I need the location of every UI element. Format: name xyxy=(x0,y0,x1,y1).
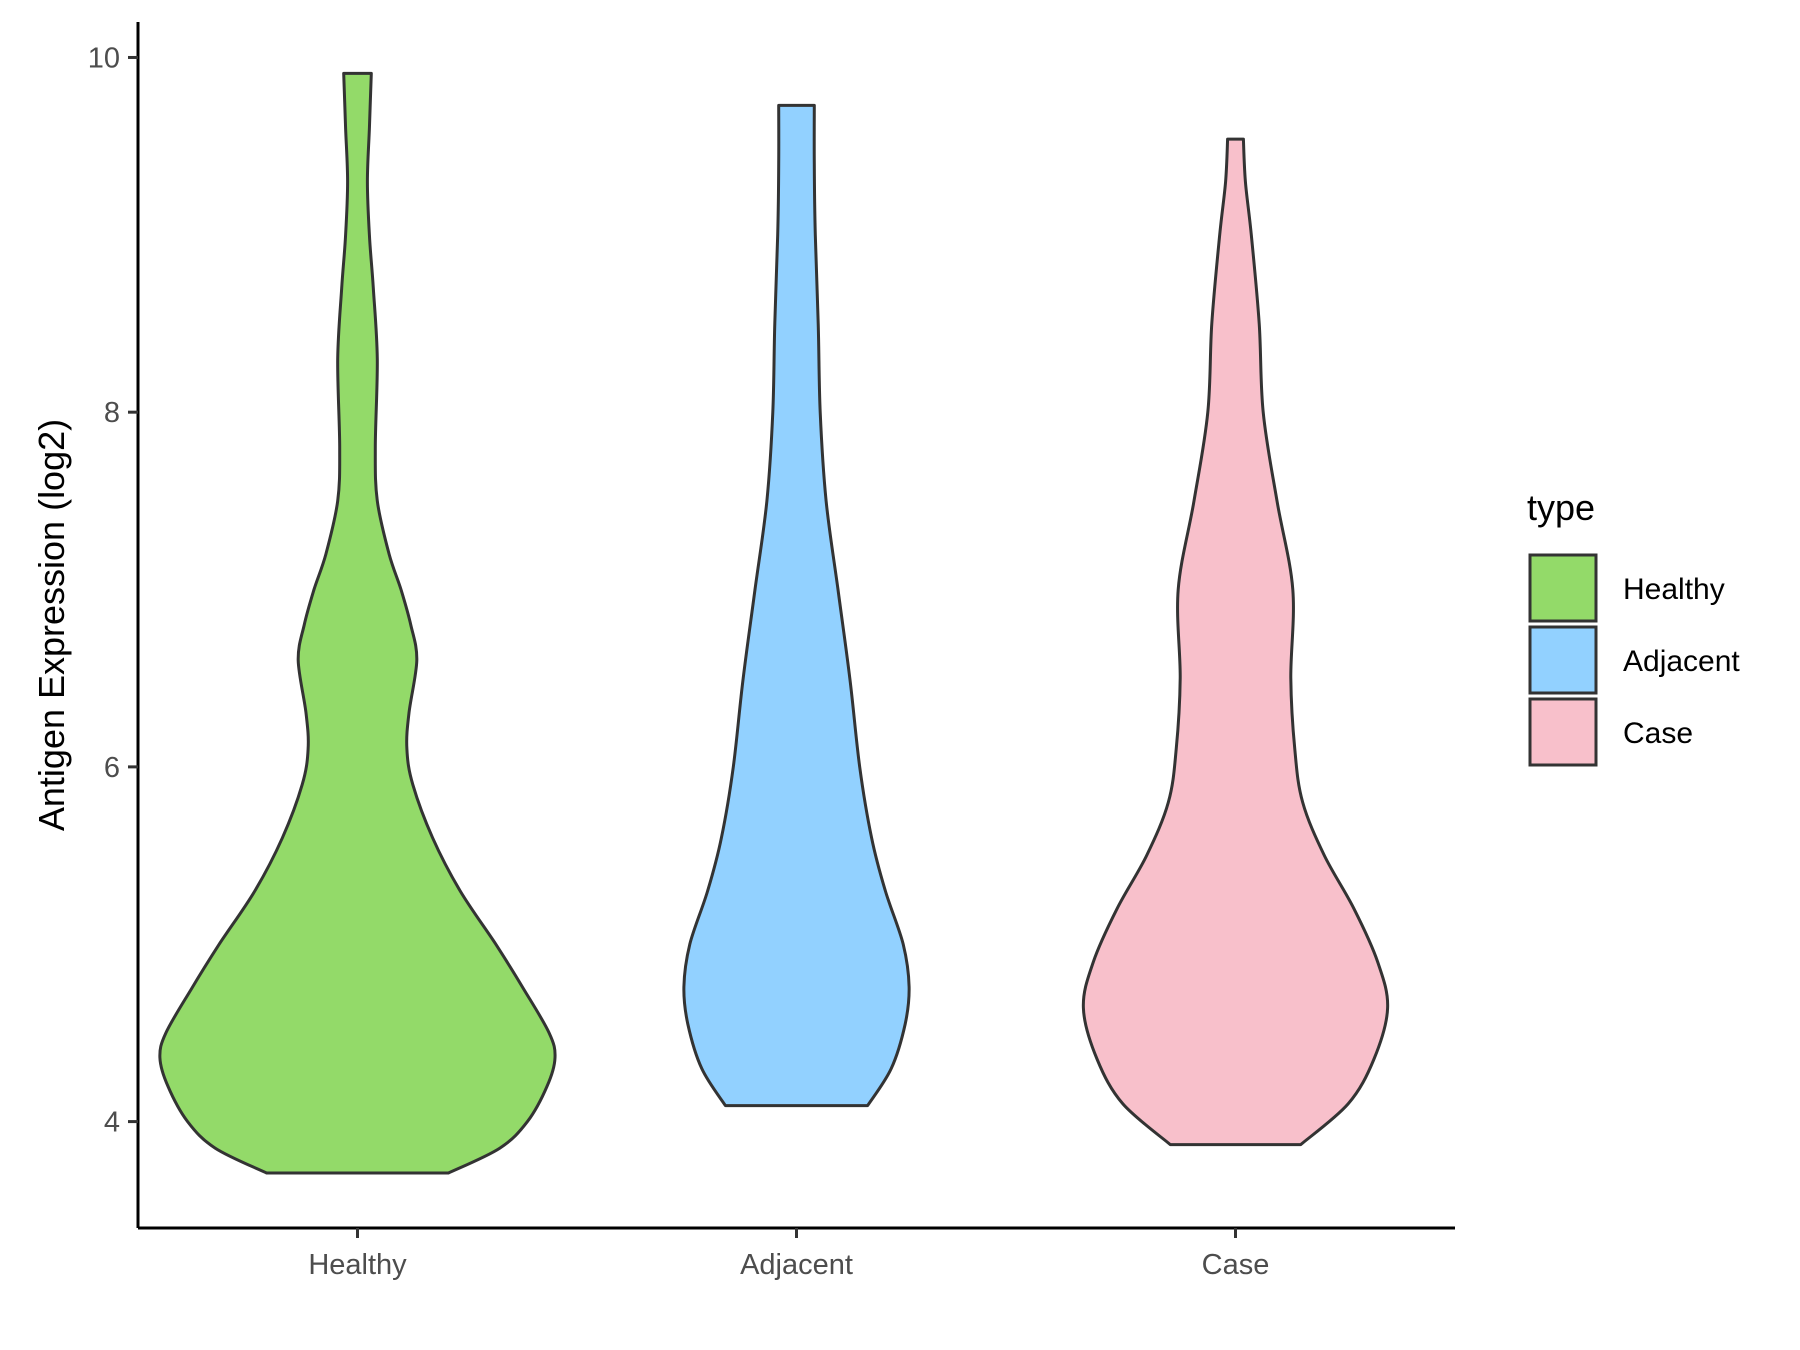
legend-title: type xyxy=(1527,487,1595,528)
violins-layer xyxy=(158,71,1390,1175)
legend: type Healthy Adjacent Case xyxy=(1527,487,1740,767)
x-tick-label-case: Case xyxy=(1202,1249,1270,1281)
legend-label-case: Case xyxy=(1623,717,1693,750)
y-tick-label: 8 xyxy=(104,397,120,429)
violin-adjacent xyxy=(682,103,911,1108)
legend-key-healthy xyxy=(1528,553,1598,623)
y-tick-label: 4 xyxy=(104,1107,120,1139)
violin-case xyxy=(1081,137,1390,1147)
x-ticks: Healthy Adjacent Case xyxy=(308,1228,1269,1281)
y-axis-title: Antigen Expression (log2) xyxy=(31,419,72,831)
y-ticks: 4 6 8 10 xyxy=(88,42,138,1139)
legend-key-adjacent xyxy=(1528,625,1598,695)
x-tick-label-adjacent: Adjacent xyxy=(740,1249,853,1281)
legend-label-healthy: Healthy xyxy=(1623,573,1725,606)
y-tick-label: 10 xyxy=(88,42,120,74)
x-tick-label-healthy: Healthy xyxy=(308,1249,407,1281)
violin-healthy xyxy=(158,71,557,1175)
y-tick-label: 6 xyxy=(104,752,120,784)
legend-key-case xyxy=(1528,697,1598,767)
legend-label-adjacent: Adjacent xyxy=(1623,645,1740,678)
